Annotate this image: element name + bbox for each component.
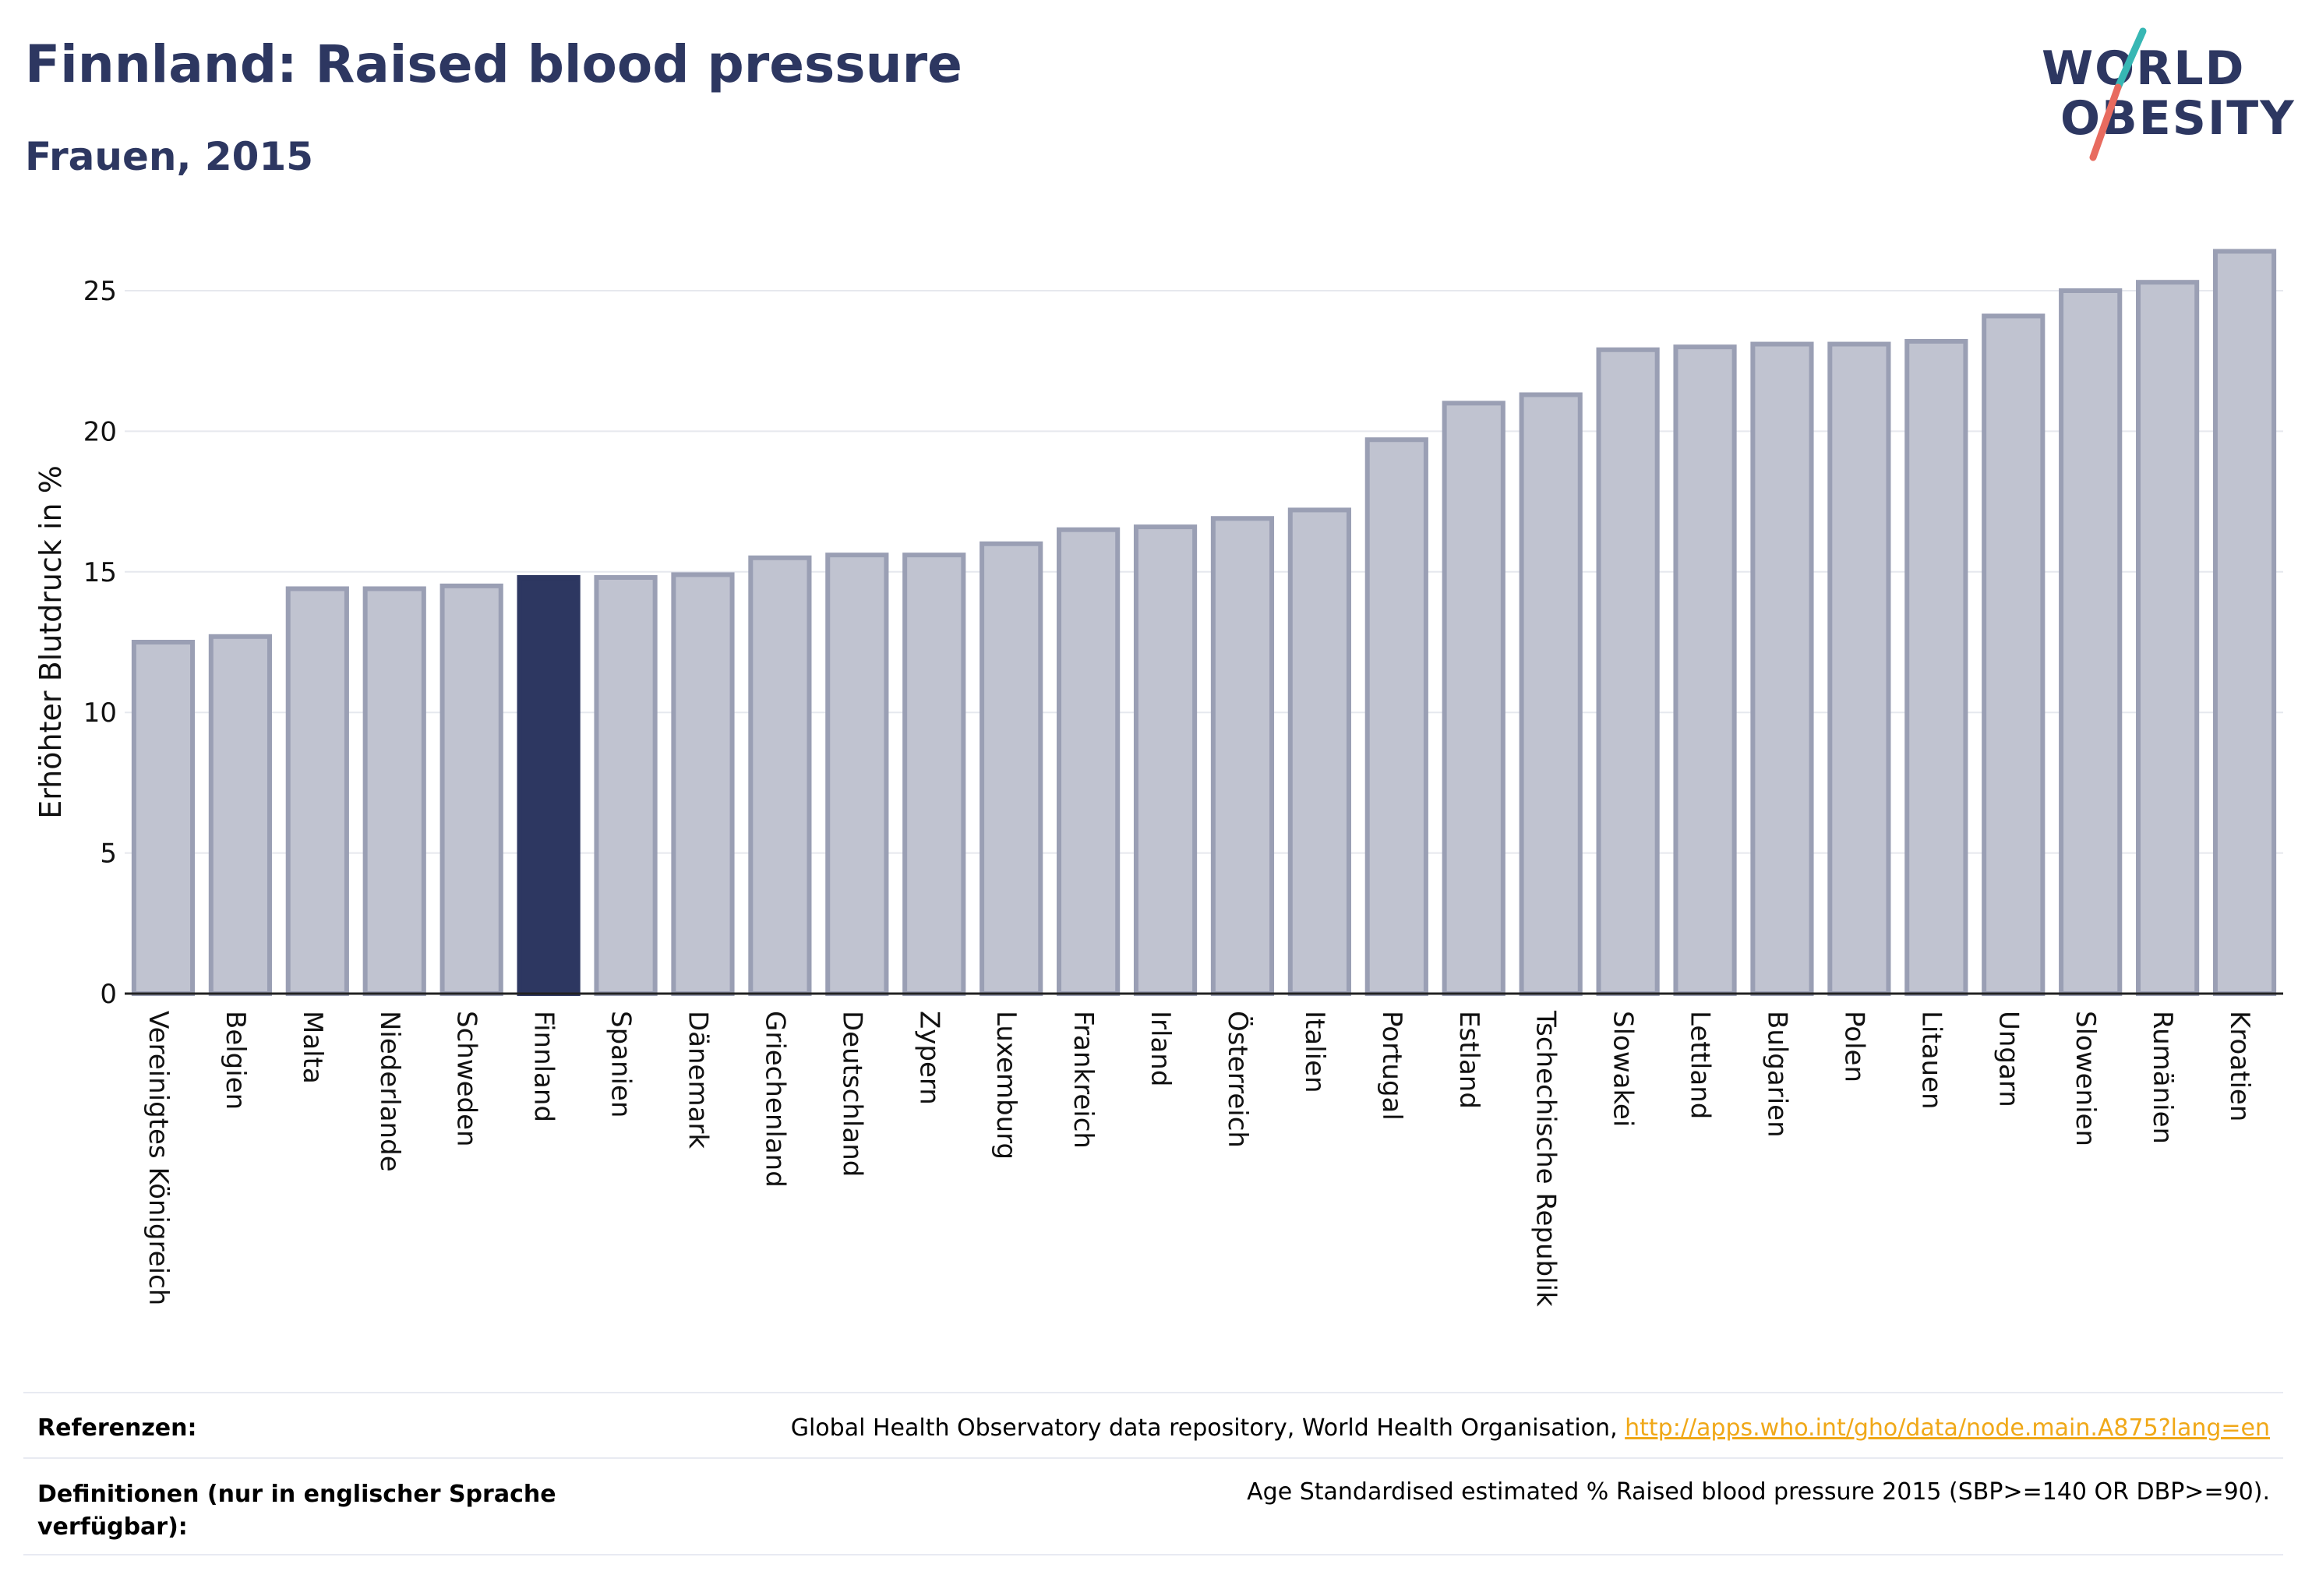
x-tick-label: Österreich [1222, 1011, 1254, 1148]
x-tick-label: Deutschland [836, 1011, 867, 1177]
x-tick-label: Kroatien [2224, 1011, 2255, 1121]
bar-frankreich[interactable] [1057, 527, 1121, 996]
bars [125, 249, 2283, 997]
x-tick-label: Niederlande [374, 1011, 405, 1172]
y-axis-ticks: 0 5 10 15 20 25 [83, 276, 117, 1010]
x-tick-label: Schweden [451, 1011, 482, 1147]
x-tick-label: Portugal [1376, 1011, 1407, 1121]
references-source: Global Health Observatory data repositor… [790, 1414, 1626, 1442]
bar-griechenland[interactable] [748, 555, 812, 996]
bar-zypern[interactable] [902, 553, 966, 997]
x-tick-label: Malta [297, 1011, 328, 1084]
y-tick-label: 25 [83, 276, 117, 307]
bar-estland[interactable] [1442, 401, 1505, 996]
definitions-label: Definitionen (nur in englischer Sprache … [37, 1481, 556, 1541]
bar-schweden[interactable] [439, 583, 503, 996]
y-axis-label: Erhöhter Blutdruck in % [34, 465, 68, 819]
bar-malta[interactable] [285, 586, 349, 996]
x-tick-label: Luxemburg [990, 1011, 1022, 1160]
bar-österreich[interactable] [1210, 516, 1275, 996]
bar-irland[interactable] [1133, 524, 1198, 996]
world-obesity-logo: WORLD OBESITY [2026, 23, 2294, 164]
bar-dänemark[interactable] [671, 572, 735, 996]
bar-lettland[interactable] [1673, 344, 1737, 997]
x-tick-label: Griechenland [759, 1011, 790, 1188]
x-tick-label: Slowakei [1608, 1011, 1639, 1127]
logo-slash-icon [2089, 27, 2147, 161]
x-tick-label: Ungarn [1993, 1011, 2024, 1107]
bar-luxemburg[interactable] [980, 541, 1043, 997]
logo-word-world: WORLD [2042, 41, 2246, 96]
y-tick-label: 10 [83, 697, 117, 729]
x-tick-label: Bulgarien [1761, 1011, 1792, 1138]
x-tick-label: Irland [1145, 1011, 1176, 1086]
references-text: Global Health Observatory data repositor… [791, 1414, 2270, 1442]
bar-niederlande[interactable] [362, 586, 426, 996]
x-axis-ticks: Vereinigtes Königreich Belgien Malta Nieder… [143, 1010, 2255, 1307]
bar-rumänien[interactable] [2136, 280, 2200, 996]
x-tick-label: Rumänien [2147, 1011, 2178, 1144]
bar-deutschland[interactable] [825, 553, 889, 997]
bar-ungarn[interactable] [1982, 313, 2046, 997]
bar-chart: 0 5 10 15 20 25 Vereinigtes Königreich Belgien… [34, 249, 2283, 1307]
x-tick-label: Italien [1299, 1011, 1330, 1093]
y-tick-label: 5 [100, 839, 117, 870]
definitions-text: Age Standardised estimated % Raised bloo… [1247, 1478, 2270, 1506]
x-tick-label: Estland [1453, 1011, 1484, 1109]
x-tick-label: Finnland [528, 1011, 559, 1122]
x-tick-label: Spanien [605, 1011, 637, 1118]
footer-divider-top [23, 1392, 2283, 1393]
x-tick-label: Dänemark [682, 1011, 713, 1149]
bar-bulgarien[interactable] [1750, 341, 1814, 996]
x-tick-label: Tschechische Republik [1530, 1010, 1562, 1307]
bar-kroatien[interactable] [2212, 249, 2277, 997]
bar-polen[interactable] [1827, 341, 1891, 996]
x-tick-label: Belgien [220, 1011, 251, 1110]
chart-subtitle: Frauen, 2015 [25, 134, 314, 179]
bar-finnland[interactable] [517, 575, 581, 996]
x-tick-label: Zypern [913, 1011, 944, 1105]
x-tick-label: Polen [1838, 1011, 1869, 1082]
references-label: Referenzen: [37, 1414, 197, 1442]
y-tick-label: 15 [83, 557, 117, 588]
bar-vereinigtes-königreich[interactable] [131, 640, 196, 996]
bar-belgien[interactable] [208, 634, 272, 996]
y-tick-label: 0 [100, 979, 117, 1010]
y-tick-label: 20 [83, 416, 117, 447]
bar-litauen[interactable] [1904, 338, 1968, 997]
x-tick-label: Litauen [1915, 1011, 1947, 1110]
references-link[interactable]: http://apps.who.int/gho/data/node.main.A… [1625, 1414, 2270, 1442]
x-tick-label: Slowenien [2070, 1011, 2101, 1146]
footer-divider-bottom [23, 1554, 2283, 1555]
bar-portugal[interactable] [1364, 437, 1428, 996]
footer-divider-middle [23, 1457, 2283, 1459]
x-tick-label: Vereinigtes Königreich [143, 1011, 174, 1305]
bar-slowenien[interactable] [2059, 288, 2123, 996]
chart-title: Finnland: Raised blood pressure [25, 34, 962, 94]
x-tick-label: Lettland [1685, 1011, 1716, 1119]
bar-spanien[interactable] [594, 575, 658, 996]
bar-italien[interactable] [1287, 507, 1351, 996]
bar-slowakei[interactable] [1596, 347, 1660, 996]
x-tick-label: Frankreich [1068, 1011, 1099, 1149]
bar-tschechische-republik[interactable] [1519, 392, 1583, 997]
